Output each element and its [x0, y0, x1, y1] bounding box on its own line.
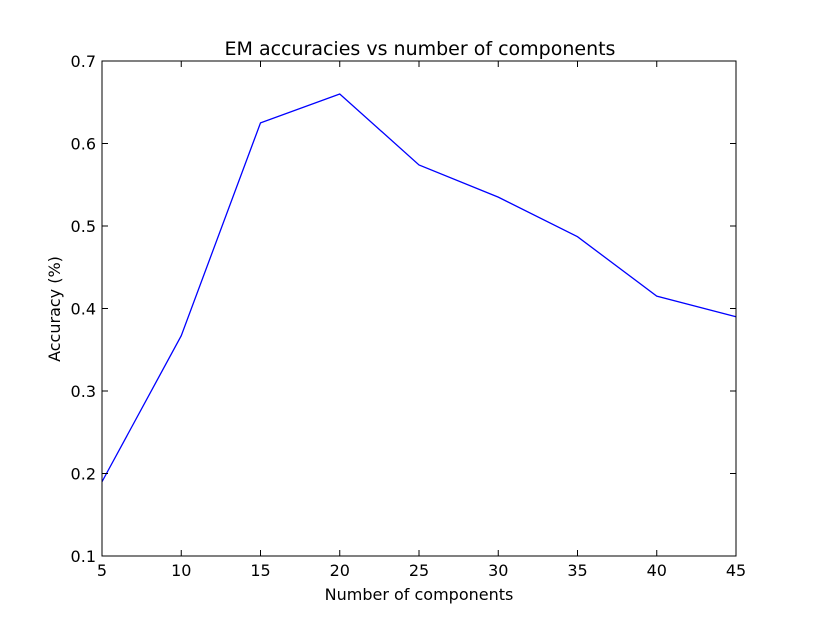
- x-tick-label: 45: [726, 561, 746, 580]
- y-axis-label: Accuracy (%): [45, 256, 64, 362]
- x-tick-label: 30: [488, 561, 508, 580]
- x-tick-label: 10: [171, 561, 191, 580]
- y-tick-label: 0.7: [71, 52, 96, 71]
- y-tick-label: 0.2: [71, 465, 96, 484]
- x-tick-label: 40: [647, 561, 667, 580]
- x-tick-label: 5: [97, 561, 107, 580]
- plot-area: 5 10 15 20 25 30 35 40 45 0.1 0.2 0.3 0.4 0.5 0.6 0.7: [71, 52, 747, 580]
- y-tick-label: 0.5: [71, 217, 96, 236]
- x-tick-label: 20: [330, 561, 350, 580]
- y-tick-label: 0.3: [71, 382, 96, 401]
- x-tick-label: 15: [250, 561, 270, 580]
- x-axis-label: Number of components: [325, 585, 514, 604]
- y-tick-label: 0.1: [71, 547, 96, 566]
- y-tick-label: 0.4: [71, 300, 96, 319]
- x-tick-label: 35: [567, 561, 587, 580]
- axes-frame: [101, 60, 737, 557]
- series-line-0: [101, 93, 737, 483]
- chart-title: EM accuracies vs number of components: [225, 38, 616, 60]
- x-tick-label: 25: [409, 561, 429, 580]
- y-tick-label: 0.6: [71, 135, 96, 154]
